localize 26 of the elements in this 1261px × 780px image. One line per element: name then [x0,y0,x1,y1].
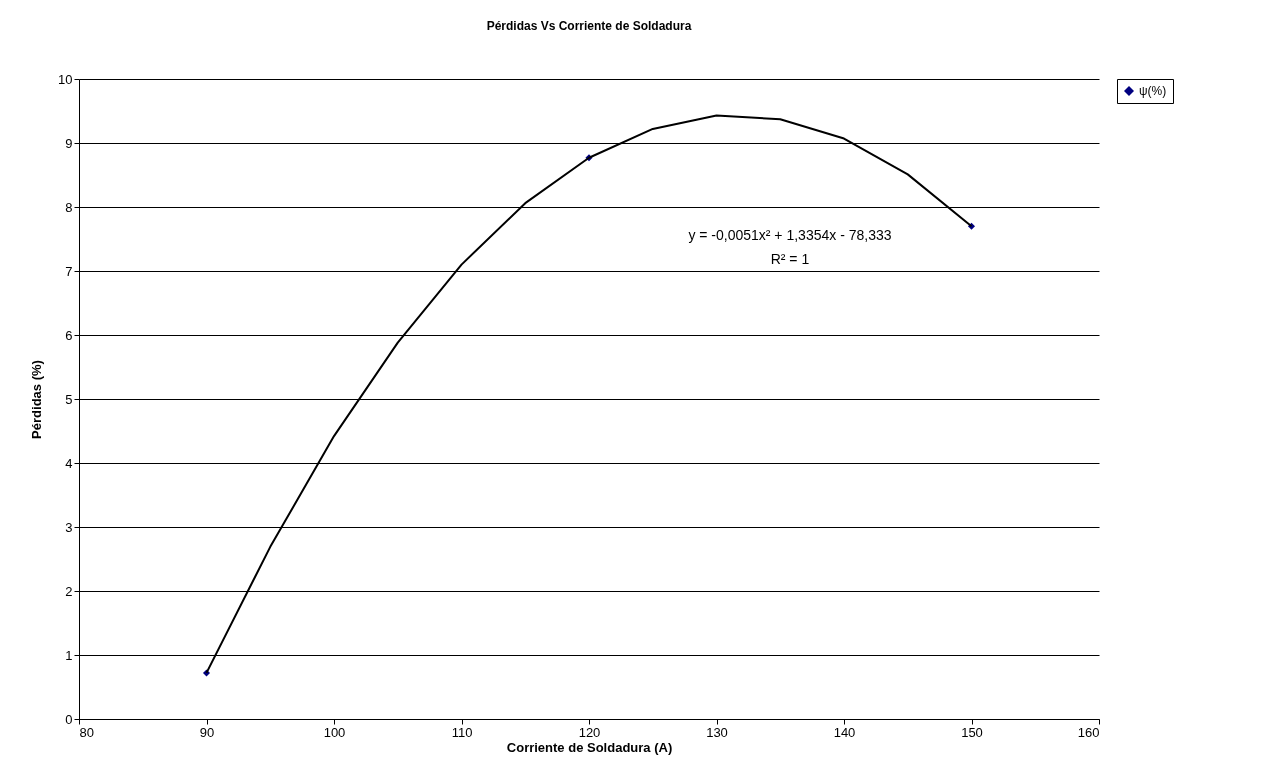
y-tick-label: 6 [65,327,73,343]
y-tick-label: 10 [58,71,73,87]
x-tick-label: 130 [706,724,728,740]
y-axis-title: Pérdidas (%) [29,360,45,439]
x-axis-title: Corriente de Soldadura (A) [506,739,673,755]
x-tick-label: 90 [199,724,215,740]
y-tick-label: 3 [65,519,73,535]
x-tick-label: 140 [833,724,856,740]
y-tick-label: 4 [65,455,73,471]
annotation: R² = 1 [770,251,810,268]
x-tick-label: 150 [961,724,983,740]
x-tick-label: 110 [451,724,473,740]
y-tick-label: 8 [65,199,73,215]
legend-label: ψ(%) [1139,84,1167,98]
x-tick-label: 120 [578,724,601,740]
x-tick-label: 100 [323,724,346,740]
y-tick-label: 1 [65,647,73,663]
annotation: y = -0,0051x² + 1,3354x - 78,333 [688,227,892,244]
y-tick-label: 5 [65,391,73,407]
y-tick-label: 7 [65,263,73,279]
y-tick-label: 2 [65,583,73,599]
y-tick-label: 0 [65,711,73,727]
y-tick-label: 9 [65,135,73,151]
x-tick-label: 80 [79,724,94,740]
chart-title: Pérdidas Vs Corriente de Soldadura [486,19,692,33]
x-tick-label: 160 [1077,724,1100,740]
